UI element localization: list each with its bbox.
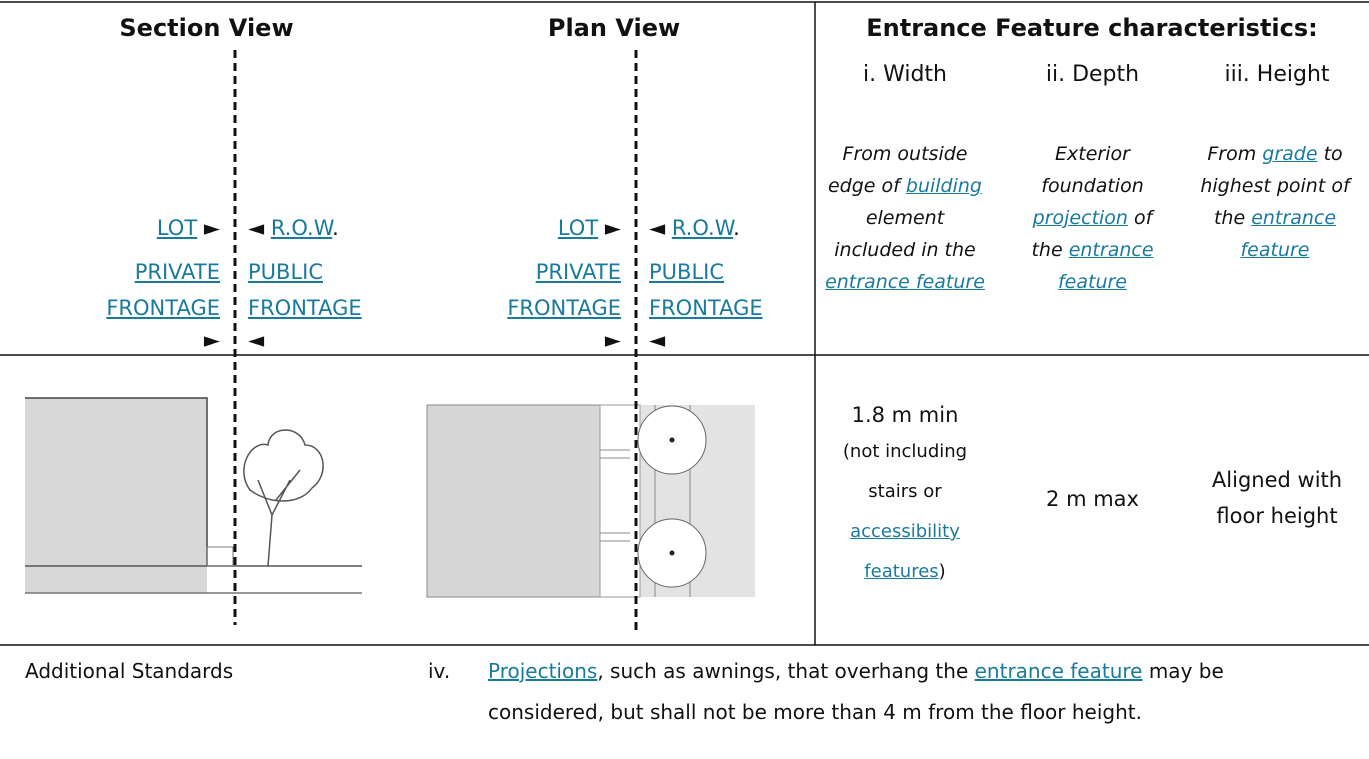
text-segment: ◄ — [248, 216, 271, 240]
text-segment: From outside edge of — [827, 143, 968, 197]
private-frontage: PRIVATE FRONTAGE — [471, 254, 621, 326]
text-segment: , such as awnings, that overhang the — [597, 659, 975, 683]
text-segment: of the — [1031, 207, 1153, 261]
text-segment: ► — [598, 216, 621, 240]
text-segment: (not including stairs or — [842, 441, 968, 502]
link[interactable]: projection — [1032, 207, 1128, 229]
private-frontage: PRIVATE FRONTAGE — [70, 254, 220, 326]
private-arrow: ► — [203, 328, 220, 352]
link[interactable]: building — [905, 175, 982, 197]
column-heading: iii. Height — [1224, 62, 1330, 87]
text-segment: ) — [938, 561, 946, 582]
item-text: Projections, such as awnings, that overh… — [488, 651, 1288, 733]
link[interactable]: entrance feature — [1240, 207, 1337, 261]
lot-label: LOT ► — [421, 210, 621, 246]
text-segment: element included in the — [834, 207, 976, 261]
characteristics-title: Entrance Feature characteristics: — [866, 14, 1318, 42]
link[interactable]: PRIVATE FRONTAGE — [106, 260, 220, 320]
row-label: ◄ R.O.W. — [649, 210, 849, 246]
value: 1.8 m min — [851, 403, 959, 427]
link[interactable]: R.O.W — [671, 216, 734, 240]
link[interactable]: entrance feature — [825, 271, 985, 293]
column-description: From grade to highest point of the entra… — [1190, 138, 1360, 266]
value-note: (not including stairs or accessibility f… — [835, 432, 975, 592]
row-label: ◄ R.O.W. — [248, 210, 448, 246]
link[interactable]: PUBLIC FRONTAGE — [248, 260, 362, 320]
text-segment: . — [332, 216, 339, 240]
column-description: Exterior foundation projection of the en… — [1015, 138, 1170, 298]
item-marker: iv. — [428, 659, 451, 683]
public-arrow: ◄ — [649, 328, 666, 352]
text-segment: ◄ — [649, 216, 672, 240]
additional-label: Additional Standards — [25, 659, 234, 683]
public-arrow: ◄ — [248, 328, 265, 352]
value: Aligned with floor height — [1211, 468, 1343, 528]
link[interactable]: PUBLIC FRONTAGE — [649, 260, 763, 320]
link[interactable]: PRIVATE FRONTAGE — [507, 260, 621, 320]
lot-label: LOT ► — [20, 210, 220, 246]
text-segment: From — [1207, 143, 1263, 165]
section-title: Section View — [119, 14, 294, 42]
public-frontage: PUBLIC FRONTAGE — [649, 254, 799, 326]
link[interactable]: entrance feature — [1057, 239, 1154, 293]
text-segment: . — [733, 216, 740, 240]
link[interactable]: grade — [1262, 143, 1318, 165]
public-frontage: PUBLIC FRONTAGE — [248, 254, 398, 326]
text-segment: ► — [197, 216, 220, 240]
link[interactable]: R.O.W — [270, 216, 333, 240]
column-heading: i. Width — [862, 62, 947, 87]
link[interactable]: accessibility features — [850, 521, 960, 582]
link[interactable]: LOT — [557, 216, 599, 240]
link[interactable]: Projections — [488, 659, 598, 683]
link[interactable]: entrance feature — [974, 659, 1143, 683]
text-segment: may be considered, but shall not be more… — [488, 659, 1224, 724]
column-description: From outside edge of building element in… — [825, 138, 985, 298]
text-segment: to highest point of the — [1200, 143, 1350, 229]
plan-title: Plan View — [547, 14, 681, 42]
value: 2 m max — [1046, 487, 1139, 511]
link[interactable]: LOT — [156, 216, 198, 240]
column-heading: ii. Depth — [1045, 62, 1140, 87]
text-segment: Exterior foundation — [1041, 143, 1144, 197]
private-arrow: ► — [604, 328, 621, 352]
